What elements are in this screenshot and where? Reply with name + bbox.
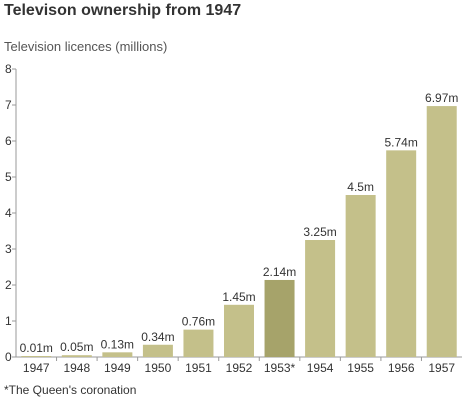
x-tick-label-1956: 1956 <box>388 361 415 375</box>
x-tick-label-1948: 1948 <box>63 361 90 375</box>
y-tick-label-8: 8 <box>5 62 12 76</box>
x-tick-label-1951: 1951 <box>185 361 212 375</box>
bar-1947 <box>21 356 52 357</box>
value-label-1952: 1.45m <box>222 290 255 304</box>
x-tick-label-1953: 1953* <box>264 361 296 375</box>
value-label-1950: 0.34m <box>141 330 174 344</box>
y-tick-label-2: 2 <box>5 278 12 292</box>
value-label-1957: 6.97m <box>425 91 458 105</box>
y-tick-label-4: 4 <box>5 206 12 220</box>
value-label-1953: 2.14m <box>263 265 296 279</box>
y-tick-label-1: 1 <box>5 314 12 328</box>
value-label-1951: 0.76m <box>182 315 215 329</box>
y-tick-label-5: 5 <box>5 170 12 184</box>
bar-1955 <box>345 195 376 357</box>
bar-1954 <box>305 240 336 357</box>
y-tick-label-6: 6 <box>5 134 12 148</box>
value-label-1954: 3.25m <box>303 225 336 239</box>
y-tick-label-0: 0 <box>5 350 12 364</box>
value-label-1949: 0.13m <box>101 337 134 351</box>
value-label-1955: 4.5m <box>347 180 374 194</box>
footnote: *The Queen's coronation <box>4 383 137 397</box>
bar-1948 <box>61 355 92 357</box>
value-label-1956: 5.74m <box>385 135 418 149</box>
bar-1951 <box>183 329 214 357</box>
bar-1950 <box>142 344 173 357</box>
x-tick-label-1950: 1950 <box>145 361 172 375</box>
y-tick-label-7: 7 <box>5 98 12 112</box>
x-tick-label-1949: 1949 <box>104 361 131 375</box>
value-label-1948: 0.05m <box>60 340 93 354</box>
x-tick-label-1954: 1954 <box>307 361 334 375</box>
chart-title: Televison ownership from 1947 <box>4 2 242 19</box>
bar-1953 <box>264 279 295 357</box>
bar-1952 <box>224 304 254 357</box>
x-tick-label-1957: 1957 <box>428 361 455 375</box>
bar-1956 <box>386 150 417 357</box>
x-tick-label-1947: 1947 <box>23 361 50 375</box>
y-tick-label-3: 3 <box>5 242 12 256</box>
bar-1957 <box>426 106 457 357</box>
value-label-1947: 0.01m <box>20 341 53 355</box>
y-axis-label: Television licences (millions) <box>4 39 168 54</box>
x-tick-label-1955: 1955 <box>347 361 374 375</box>
bar-1949 <box>102 352 133 357</box>
x-tick-label-1952: 1952 <box>226 361 253 375</box>
